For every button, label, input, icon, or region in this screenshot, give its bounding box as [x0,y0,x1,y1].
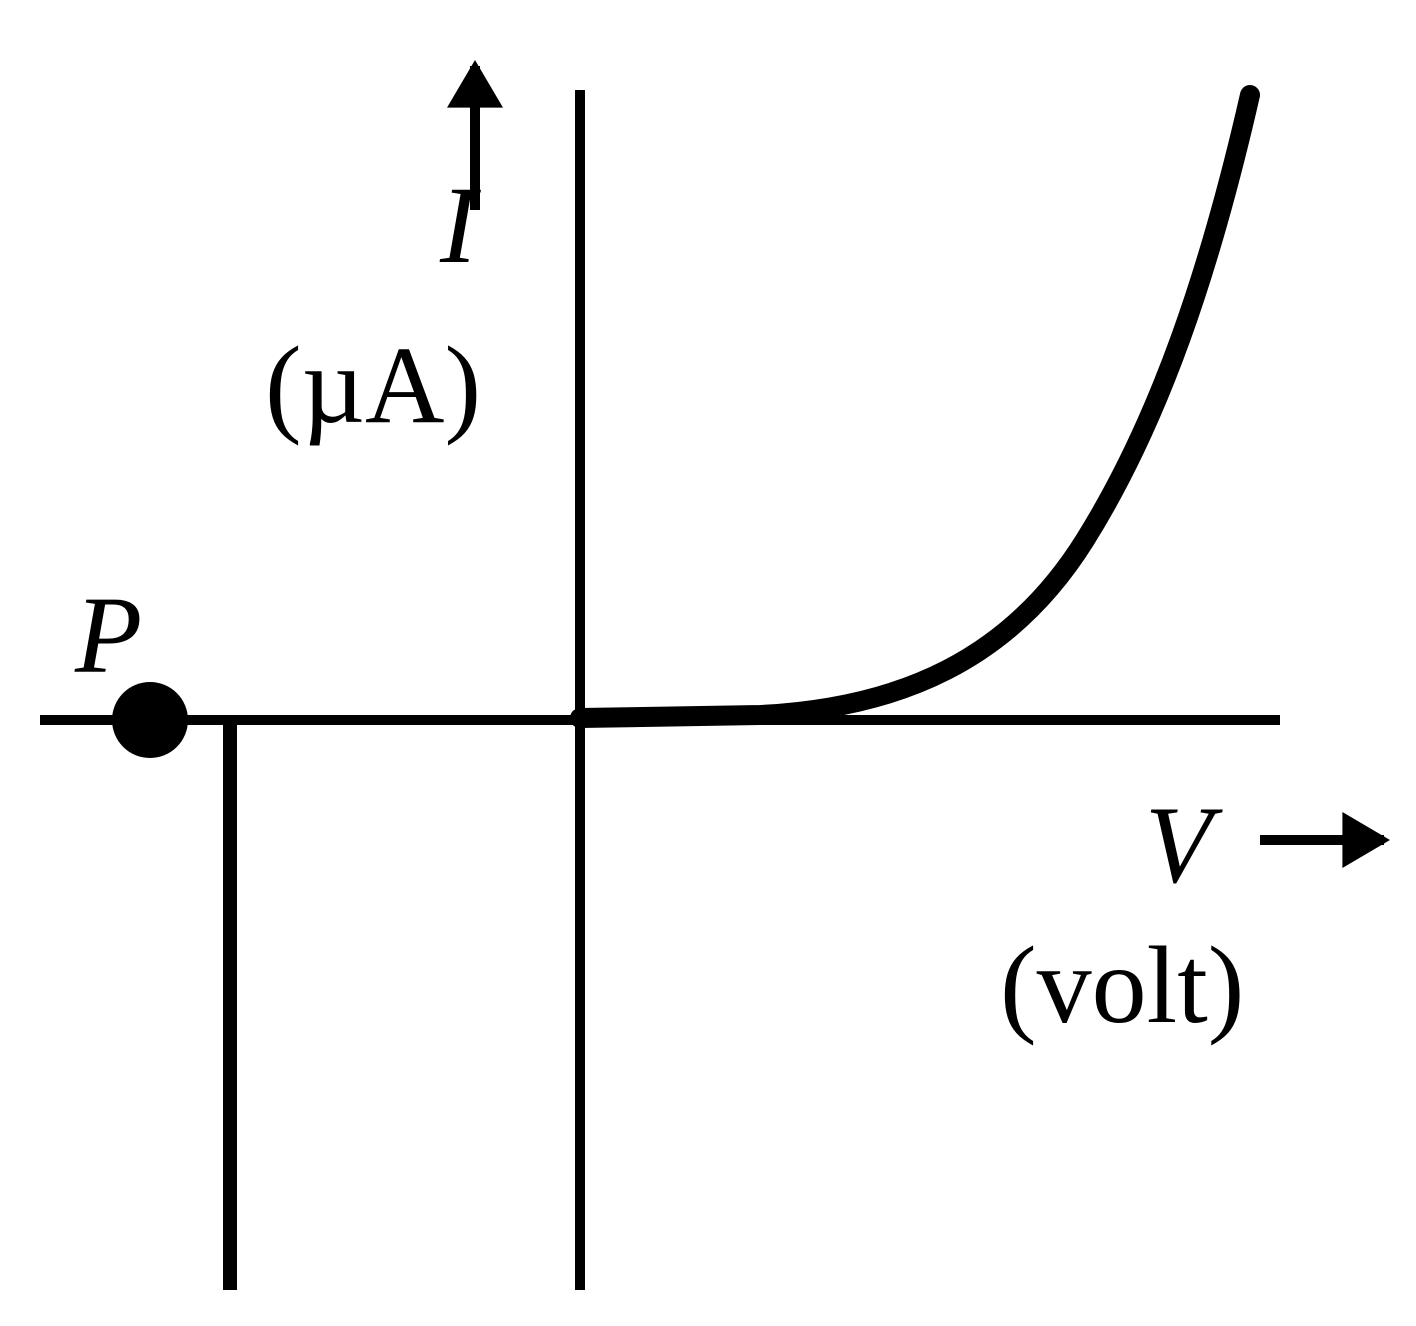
y-axis-symbol: I [440,170,477,280]
plot-surface [0,0,1416,1326]
iv-curve-chart: I (µA) V (volt) P [0,0,1416,1326]
y-axis-unit: (µA) [265,330,481,440]
breakdown-point-label: P [75,580,142,690]
x-axis-symbol: V [1145,790,1212,900]
x-axis-unit: (volt) [1000,930,1244,1040]
